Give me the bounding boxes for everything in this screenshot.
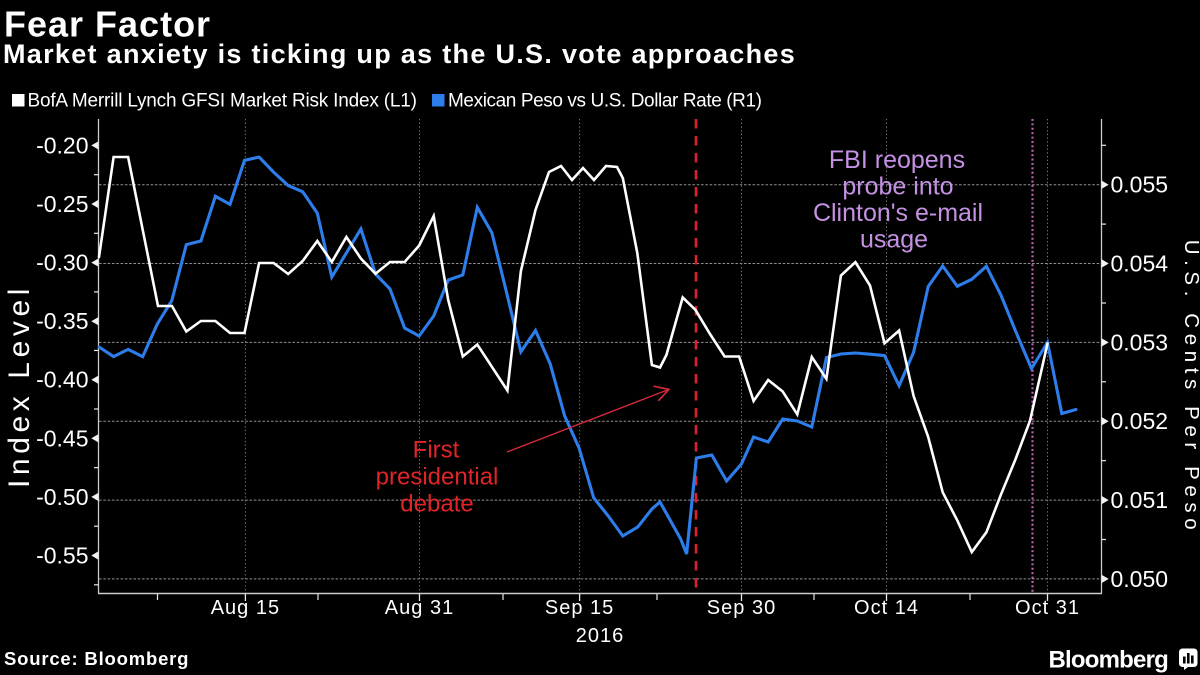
svg-text:0.055: 0.055 [1111, 172, 1169, 198]
svg-text:-0.45: -0.45 [36, 425, 88, 451]
svg-text:-0.20: -0.20 [36, 132, 88, 158]
svg-text:Sep 30: Sep 30 [707, 597, 776, 619]
svg-text:FBI reopens: FBI reopens [829, 146, 965, 174]
svg-text:Fear Factor: Fear Factor [4, 4, 211, 45]
svg-text:0.051: 0.051 [1111, 487, 1169, 513]
svg-text:0.053: 0.053 [1111, 329, 1169, 355]
svg-text:-0.30: -0.30 [36, 250, 88, 276]
svg-text:BofA Merrill Lynch GFSI Market: BofA Merrill Lynch GFSI Market Risk Inde… [28, 91, 417, 112]
svg-text:U.S. Cents Per Peso: U.S. Cents Per Peso [1180, 240, 1200, 536]
svg-text:Bloomberg: Bloomberg [1049, 647, 1169, 674]
svg-text:Market anxiety is ticking up a: Market anxiety is ticking up as the U.S.… [3, 39, 796, 69]
svg-text:Clinton's e-mail: Clinton's e-mail [813, 199, 983, 227]
svg-text:debate: debate [400, 491, 473, 518]
svg-text:Index Level: Index Level [3, 284, 36, 488]
svg-text:Aug 31: Aug 31 [385, 597, 454, 619]
svg-text:Source: Bloomberg: Source: Bloomberg [4, 648, 189, 669]
svg-text:presidential: presidential [376, 464, 499, 491]
svg-text:usage: usage [860, 226, 928, 254]
svg-text:-0.55: -0.55 [36, 543, 88, 569]
svg-text:Oct 31: Oct 31 [1015, 597, 1080, 619]
svg-text:First: First [413, 437, 460, 464]
svg-text:-0.25: -0.25 [36, 191, 88, 217]
svg-text:probe into: probe into [842, 173, 953, 201]
svg-text:-0.35: -0.35 [36, 308, 88, 334]
svg-text:0.052: 0.052 [1111, 408, 1169, 434]
svg-text:-0.50: -0.50 [36, 484, 88, 510]
svg-text:Sep 15: Sep 15 [545, 597, 614, 619]
svg-text:Aug 15: Aug 15 [211, 597, 280, 619]
svg-text:Oct 14: Oct 14 [854, 597, 919, 619]
svg-text:Mexican Peso vs U.S. Dollar Ra: Mexican Peso vs U.S. Dollar Rate (R1) [448, 91, 762, 112]
svg-text:2016: 2016 [576, 625, 625, 647]
svg-text:-0.40: -0.40 [36, 367, 88, 393]
svg-text:0.054: 0.054 [1111, 251, 1169, 277]
svg-text:0.050: 0.050 [1111, 566, 1169, 592]
